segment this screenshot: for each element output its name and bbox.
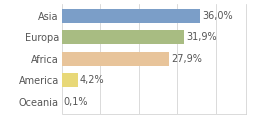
Text: 27,9%: 27,9% xyxy=(171,54,202,64)
Text: 31,9%: 31,9% xyxy=(186,32,217,42)
Text: 4,2%: 4,2% xyxy=(80,75,104,85)
Bar xyxy=(62,52,169,66)
Bar xyxy=(62,73,78,87)
Text: 0,1%: 0,1% xyxy=(63,97,88,107)
Bar xyxy=(62,30,185,44)
Bar xyxy=(62,9,200,23)
Text: 36,0%: 36,0% xyxy=(202,11,233,21)
